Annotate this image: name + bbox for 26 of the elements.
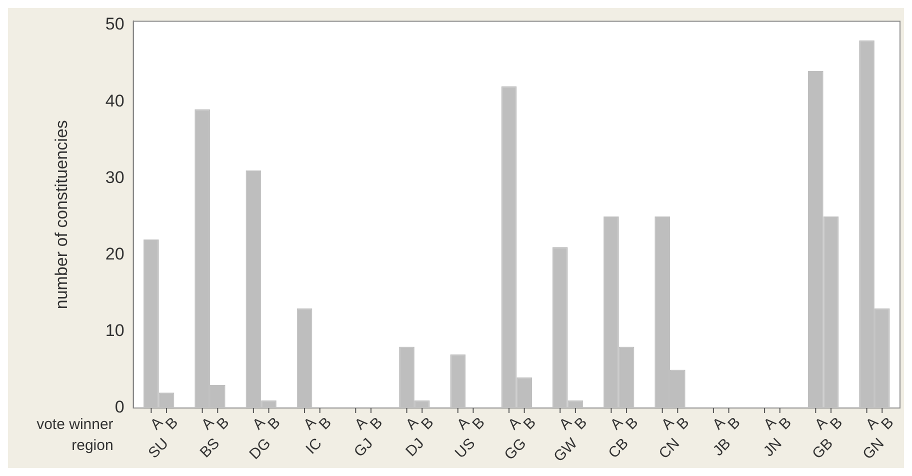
x-tick-label: JB bbox=[710, 435, 734, 460]
x-tick-label: BS bbox=[196, 435, 224, 462]
x-tick-label: IC bbox=[302, 434, 326, 458]
y-axis-title: number of constituencies bbox=[52, 120, 71, 310]
x-tick-label: JN bbox=[760, 435, 786, 460]
x-tick-label: CN bbox=[656, 435, 684, 462]
x-tick-label: CB bbox=[605, 435, 632, 462]
x-tick-label: GG bbox=[501, 435, 530, 464]
x-tick-label: DJ bbox=[402, 435, 428, 460]
bar bbox=[296, 308, 312, 408]
x-tick-label: SU bbox=[145, 435, 172, 462]
x-tick-label: GW bbox=[550, 434, 582, 466]
x-tick-label: US bbox=[452, 435, 479, 462]
text: vote winner bbox=[36, 416, 114, 434]
y-tick-label: 30 bbox=[105, 168, 124, 187]
y-tick-label: 10 bbox=[105, 321, 124, 340]
bar bbox=[450, 354, 466, 408]
x-tick-label: GN bbox=[860, 435, 888, 463]
x-tick-label: DG bbox=[246, 435, 274, 463]
x-axis-title: region bbox=[72, 437, 114, 454]
y-tick-label: 20 bbox=[105, 244, 124, 264]
y-tick-label: 50 bbox=[105, 14, 124, 34]
y-tick-label: 40 bbox=[105, 91, 124, 110]
x-tick-label: GB bbox=[809, 435, 836, 462]
x-tick-label: GJ bbox=[350, 435, 376, 461]
y-tick-label: 0 bbox=[114, 398, 124, 417]
